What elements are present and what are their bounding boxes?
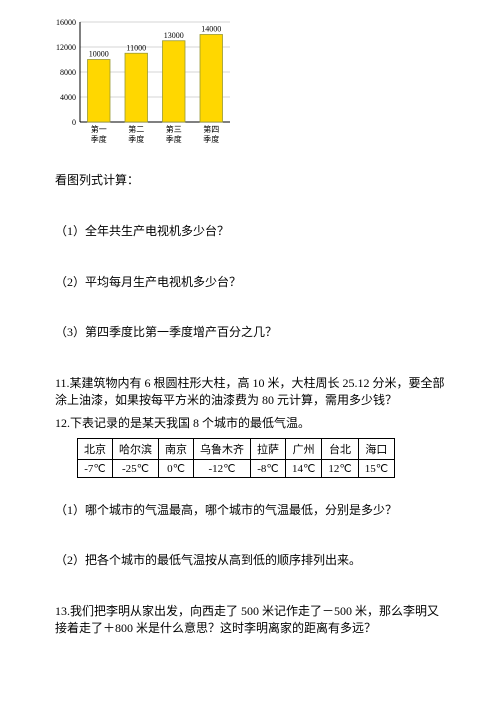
svg-text:季度: 季度 [203, 134, 219, 144]
svg-text:季度: 季度 [128, 134, 144, 144]
problem-12-q1: （1）哪个城市的气温最高，哪个城市的气温最低，分别是多少？ [55, 502, 445, 519]
svg-text:10000: 10000 [89, 50, 109, 59]
table-cell: -7℃ [78, 459, 113, 477]
svg-text:季度: 季度 [91, 134, 107, 144]
table-header-cell: 南京 [159, 438, 194, 459]
table-header-cell: 乌鲁木齐 [194, 438, 251, 459]
table-cell: 12℃ [322, 459, 358, 477]
svg-text:16000: 16000 [56, 18, 76, 27]
table-header-cell: 哈尔滨 [113, 438, 159, 459]
temperature-table: 北京哈尔滨南京乌鲁木齐拉萨广州台北海口 -7℃-25℃0℃-12℃-8℃14℃1… [77, 438, 395, 478]
svg-text:13000: 13000 [164, 31, 184, 40]
svg-text:12000: 12000 [56, 43, 76, 52]
table-cell: -8℃ [251, 459, 286, 477]
svg-text:第二: 第二 [128, 124, 144, 134]
svg-text:8000: 8000 [60, 68, 76, 77]
problem-13: 13.我们把李明从家出发，向西走了 500 米记作走了－500 米，那么李明又接… [55, 603, 445, 637]
table-header-cell: 海口 [358, 438, 394, 459]
problem-12-q2: （2）把各个城市的最低气温按从高到低的顺序排列出来。 [55, 552, 445, 569]
question-3: （3）第四季度比第一季度增产百分之几？ [55, 324, 445, 341]
table-header-cell: 广州 [286, 438, 322, 459]
table-header-cell: 北京 [78, 438, 113, 459]
table-cell: 0℃ [159, 459, 194, 477]
svg-text:第三: 第三 [166, 124, 182, 134]
problem-12: 12.下表记录的是某天我国 8 个城市的最低气温。 [55, 415, 445, 432]
svg-text:4000: 4000 [60, 93, 76, 102]
svg-text:11000: 11000 [126, 43, 146, 52]
svg-text:0: 0 [72, 118, 76, 127]
chart-intro: 看图列式计算： [55, 172, 445, 189]
bar-chart: 040008000120001600010000第一季度11000第二季度130… [40, 10, 445, 154]
table-header-cell: 拉萨 [251, 438, 286, 459]
question-2: （2）平均每月生产电视机多少台？ [55, 274, 445, 291]
table-cell: 15℃ [358, 459, 394, 477]
problem-11: 11.某建筑物内有 6 根圆柱形大柱，高 10 米，大柱周长 25.12 分米，… [55, 375, 445, 409]
table-header-cell: 台北 [322, 438, 358, 459]
svg-text:第一: 第一 [91, 124, 107, 134]
table-cell: -12℃ [194, 459, 251, 477]
table-cell: -25℃ [113, 459, 159, 477]
question-1: （1）全年共生产电视机多少台？ [55, 223, 445, 240]
svg-text:第四: 第四 [203, 124, 219, 134]
svg-text:14000: 14000 [201, 25, 221, 34]
svg-text:季度: 季度 [166, 134, 182, 144]
table-cell: 14℃ [286, 459, 322, 477]
